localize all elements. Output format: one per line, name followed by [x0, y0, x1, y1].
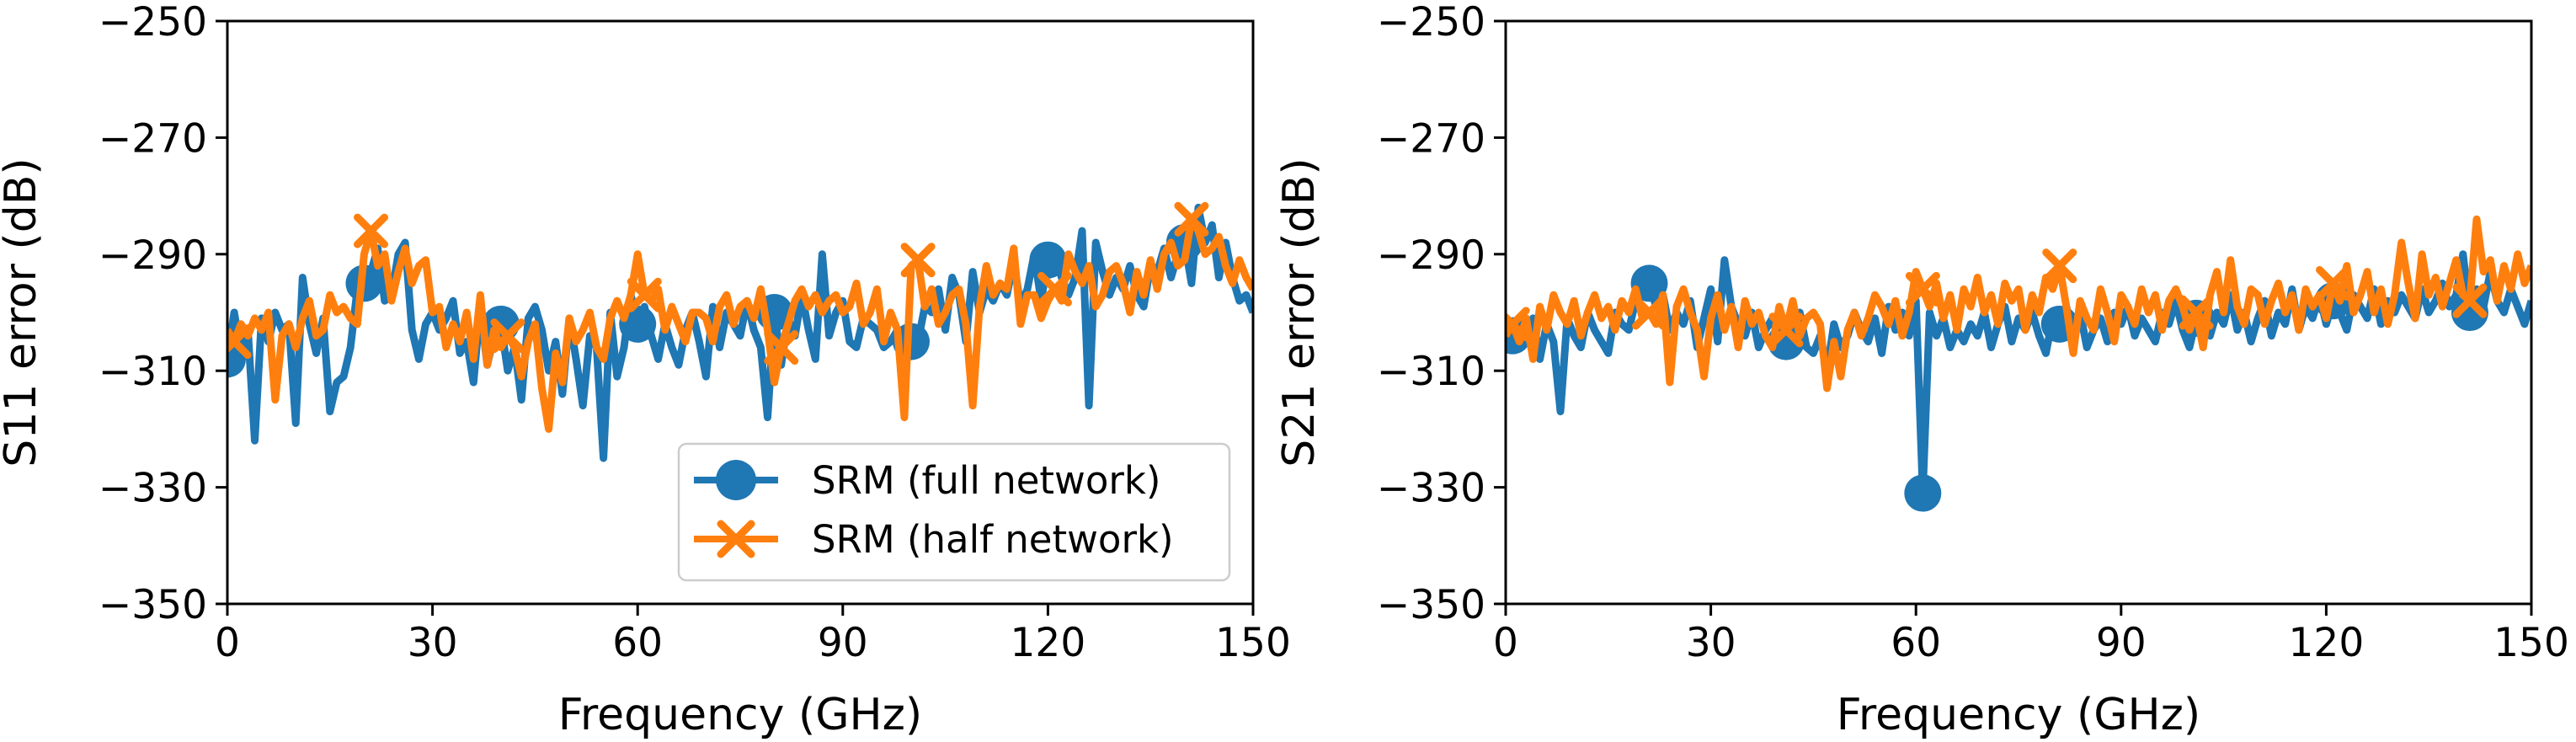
- series-marker-s21-1-5: [2179, 295, 2214, 330]
- series-marker-s11-1-5: [900, 243, 936, 278]
- ytick-label-s21-5: −250: [1377, 0, 1485, 45]
- yaxis-label-s21: S21 error (dB): [1274, 157, 1325, 467]
- legend: SRM (full network) SRM (half network): [677, 442, 1231, 582]
- ytick-label-s21-0: −350: [1377, 582, 1485, 628]
- xtick-label-s11-5: 150: [1215, 620, 1291, 666]
- series-marker-s21-1-7: [2452, 283, 2488, 318]
- xtick-label-s21-4: 120: [2289, 620, 2365, 666]
- xtick-label-s21-3: 90: [2096, 620, 2147, 666]
- plot-area-s21: [1506, 215, 2531, 512]
- series-marker-s11-1-0: [227, 324, 252, 360]
- axes-frame-s21: [1504, 19, 2533, 606]
- series-marker-s21-0-7: [2451, 294, 2488, 331]
- series-line-s21-1: [1506, 215, 2531, 392]
- xtick-label-s21-5: 150: [2493, 620, 2569, 666]
- xaxis-label-s21: Frequency (GHz): [1837, 690, 2200, 740]
- legend-marker-half: [717, 520, 755, 558]
- series-marker-s21-1-3: [1905, 271, 1940, 307]
- ytick-label-s21-1: −330: [1377, 466, 1485, 512]
- xtick-label-s21-2: 60: [1891, 620, 1941, 666]
- ytick-label-s21-3: −290: [1377, 232, 1485, 279]
- xtick-label-s11-2: 60: [612, 620, 663, 666]
- ytick-label-s11-4: −270: [99, 115, 207, 162]
- series-marker-s11-1-6: [1037, 271, 1073, 307]
- series-marker-s21-1-6: [2316, 265, 2351, 301]
- xtick-label-s21-1: 30: [1686, 620, 1736, 666]
- xaxis-label-s11: Frequency (GHz): [558, 690, 922, 740]
- series-marker-s11-1-3: [627, 277, 662, 312]
- legend-label-half: SRM (half network): [812, 517, 1174, 562]
- legend-label-full: SRM (full network): [812, 458, 1161, 503]
- ytick-label-s11-0: −350: [99, 582, 207, 628]
- xtick-label-s11-1: 30: [408, 620, 458, 666]
- series-marker-s21-1-4: [2042, 248, 2077, 284]
- legend-marker-full: [716, 460, 756, 500]
- series-line-s11-1: [227, 215, 1253, 433]
- series-marker-s21-1-0: [1506, 307, 1530, 342]
- ticks-s21: 0 30 60 90 120 150 −350 −330 −310 −290 −270 −250: [1377, 0, 2569, 666]
- ytick-label-s11-5: −250: [99, 0, 207, 45]
- series-marker-s11-1-4: [764, 330, 799, 366]
- ytick-label-s11-1: −330: [99, 466, 207, 512]
- plot-area-s11: [227, 201, 1253, 462]
- xtick-label-s21-0: 0: [1493, 620, 1518, 666]
- legend-box: [677, 442, 1231, 582]
- panel-s11: 0 30 60 90 120 150 −350 −330 −310 −290 −270 −250 Fr…: [0, 0, 1291, 740]
- series-marker-s11-1-1: [354, 213, 389, 248]
- ytick-label-s11-3: −290: [99, 232, 207, 279]
- series-line-s11-0: [227, 203, 1253, 462]
- xtick-label-s11-0: 0: [215, 620, 240, 666]
- axes-frame-s11: [226, 19, 1255, 606]
- ticks-s11: 0 30 60 90 120 150 −350 −330 −310 −290 −270 −250: [99, 0, 1291, 666]
- xtick-label-s11-4: 120: [1011, 620, 1086, 666]
- ytick-label-s21-4: −270: [1377, 115, 1485, 162]
- ytick-label-s11-2: −310: [99, 349, 207, 395]
- series-marker-s21-1-2: [1768, 312, 1804, 348]
- xtick-label-s11-3: 90: [818, 620, 868, 666]
- series-marker-s11-1-7: [1174, 201, 1209, 237]
- series-marker-s21-0-3: [1904, 474, 1942, 512]
- ytick-label-s21-2: −310: [1377, 349, 1485, 395]
- yaxis-label-s11: S11 error (dB): [0, 157, 46, 467]
- panel-s21: 0 30 60 90 120 150 −350 −330 −310 −290 −270 −250 Fr…: [1274, 0, 2569, 740]
- series-marker-s11-1-2: [490, 318, 525, 354]
- series-marker-s11-0-6: [1029, 241, 1067, 279]
- series-marker-s21-1-1: [1632, 295, 1667, 330]
